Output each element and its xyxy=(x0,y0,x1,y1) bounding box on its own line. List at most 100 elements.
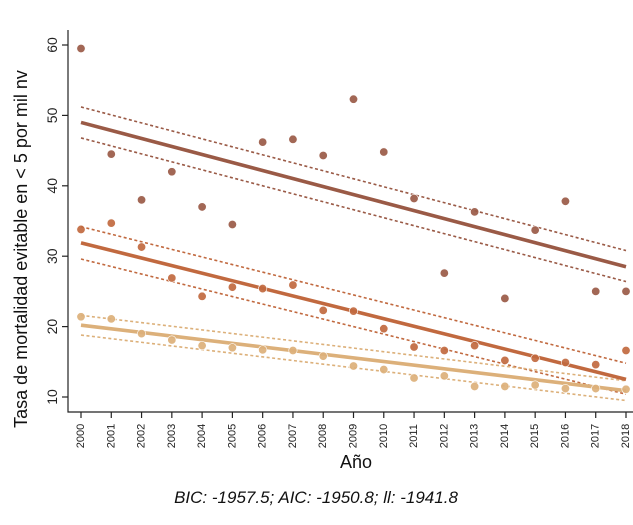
data-point-series-1 xyxy=(106,149,116,159)
x-tick-label: 2014 xyxy=(499,424,511,448)
x-axis-title: Año xyxy=(340,452,372,472)
y-tick-label: 10 xyxy=(44,389,60,405)
data-point-series-1 xyxy=(621,286,631,296)
data-point-series-3 xyxy=(106,314,116,324)
data-point-series-1 xyxy=(560,196,570,206)
data-point-series-1 xyxy=(318,151,328,161)
x-tick-label: 2004 xyxy=(196,424,208,448)
x-tick-label: 2016 xyxy=(559,424,571,448)
x-tick-label: 2011 xyxy=(408,424,420,448)
y-tick-label: 20 xyxy=(44,319,60,335)
x-tick-label: 2000 xyxy=(75,424,87,448)
ci-line-ci-lower-series-2 xyxy=(80,258,627,395)
ci-line-ci-lower-series-3 xyxy=(80,334,627,402)
points-group xyxy=(76,44,631,394)
data-point-series-1 xyxy=(288,134,298,144)
data-point-series-2 xyxy=(106,218,116,228)
axes-group xyxy=(67,30,633,413)
data-point-series-2 xyxy=(500,355,510,365)
confidence-bands-group xyxy=(80,106,627,402)
data-point-series-3 xyxy=(318,351,328,361)
data-point-series-3 xyxy=(530,380,540,390)
data-point-series-2 xyxy=(591,360,601,370)
x-tick-label: 2003 xyxy=(166,424,178,448)
data-point-series-3 xyxy=(288,346,298,356)
data-point-series-2 xyxy=(560,358,570,368)
data-point-series-3 xyxy=(227,343,237,353)
x-tick-label: 2001 xyxy=(105,424,117,448)
data-point-series-1 xyxy=(500,293,510,303)
y-tick-label: 40 xyxy=(44,178,60,194)
data-point-series-1 xyxy=(258,137,268,147)
data-point-series-2 xyxy=(621,346,631,356)
y-tick-label: 50 xyxy=(44,107,60,123)
data-point-series-3 xyxy=(409,373,419,383)
ci-line-ci-lower-series-1 xyxy=(80,137,627,283)
data-point-series-2 xyxy=(409,342,419,352)
data-point-series-2 xyxy=(137,242,147,252)
x-tick-label: 2005 xyxy=(226,424,238,448)
data-point-series-3 xyxy=(439,371,449,381)
data-point-series-1 xyxy=(227,220,237,230)
x-tick-label: 2018 xyxy=(620,424,632,448)
data-point-series-3 xyxy=(500,381,510,391)
data-point-series-1 xyxy=(439,268,449,278)
data-point-series-3 xyxy=(348,361,358,371)
x-ticks-group: 2000 2001 2002 2003 2004 2005 2006 2007 2008 2009… xyxy=(75,412,632,448)
y-tick-label: 60 xyxy=(44,37,60,53)
y-ticks-group: 10 20 30 40 50 60 xyxy=(44,37,68,405)
data-point-series-3 xyxy=(167,335,177,345)
data-point-series-2 xyxy=(439,346,449,356)
data-point-series-3 xyxy=(379,365,389,375)
x-tick-label: 2008 xyxy=(317,424,329,448)
data-point-series-3 xyxy=(621,384,631,394)
x-tick-label: 2013 xyxy=(469,424,481,448)
data-point-series-3 xyxy=(560,384,570,394)
data-point-series-2 xyxy=(167,273,177,283)
data-point-series-1 xyxy=(137,195,147,205)
data-point-series-1 xyxy=(379,147,389,157)
axis-frame xyxy=(67,30,633,413)
data-point-series-1 xyxy=(76,44,86,54)
data-point-series-2 xyxy=(76,224,86,234)
x-tick-label: 2006 xyxy=(257,424,269,448)
data-point-series-3 xyxy=(470,381,480,391)
y-axis-title: Tasa de mortalidad evitable en < 5 por m… xyxy=(11,70,31,428)
fit-lines-group xyxy=(80,120,627,393)
data-point-series-1 xyxy=(167,167,177,177)
data-point-series-2 xyxy=(227,282,237,292)
data-point-series-2 xyxy=(379,324,389,334)
data-point-series-2 xyxy=(530,353,540,363)
data-point-series-2 xyxy=(288,280,298,290)
x-tick-label: 2007 xyxy=(287,424,299,448)
x-tick-label: 2010 xyxy=(378,424,390,448)
fit-line-series-1 xyxy=(80,120,627,269)
model-fit-stats: BIC: -1957.5; AIC: -1950.8; ll: -1941.8 xyxy=(174,488,458,507)
data-point-series-1 xyxy=(409,193,419,203)
data-point-series-1 xyxy=(348,94,358,104)
data-point-series-3 xyxy=(76,312,86,322)
data-point-series-2 xyxy=(197,291,207,301)
data-point-series-1 xyxy=(470,207,480,217)
data-point-series-3 xyxy=(258,345,268,355)
x-tick-label: 2017 xyxy=(590,424,602,448)
x-tick-label: 2002 xyxy=(136,424,148,448)
data-point-series-1 xyxy=(591,286,601,296)
x-tick-label: 2015 xyxy=(529,424,541,448)
data-point-series-3 xyxy=(137,329,147,339)
x-tick-label: 2009 xyxy=(348,424,360,448)
data-point-series-2 xyxy=(318,305,328,315)
x-tick-label: 2012 xyxy=(438,424,450,448)
data-point-series-1 xyxy=(197,202,207,212)
ci-line-ci-upper-series-2 xyxy=(80,225,627,364)
y-tick-label: 30 xyxy=(44,248,60,264)
ci-line-ci-upper-series-3 xyxy=(80,314,627,382)
data-point-series-1 xyxy=(530,225,540,235)
data-point-series-2 xyxy=(258,284,268,294)
data-point-series-2 xyxy=(348,306,358,316)
ci-line-ci-upper-series-1 xyxy=(80,106,627,252)
data-point-series-3 xyxy=(197,341,207,351)
data-point-series-2 xyxy=(470,341,480,351)
